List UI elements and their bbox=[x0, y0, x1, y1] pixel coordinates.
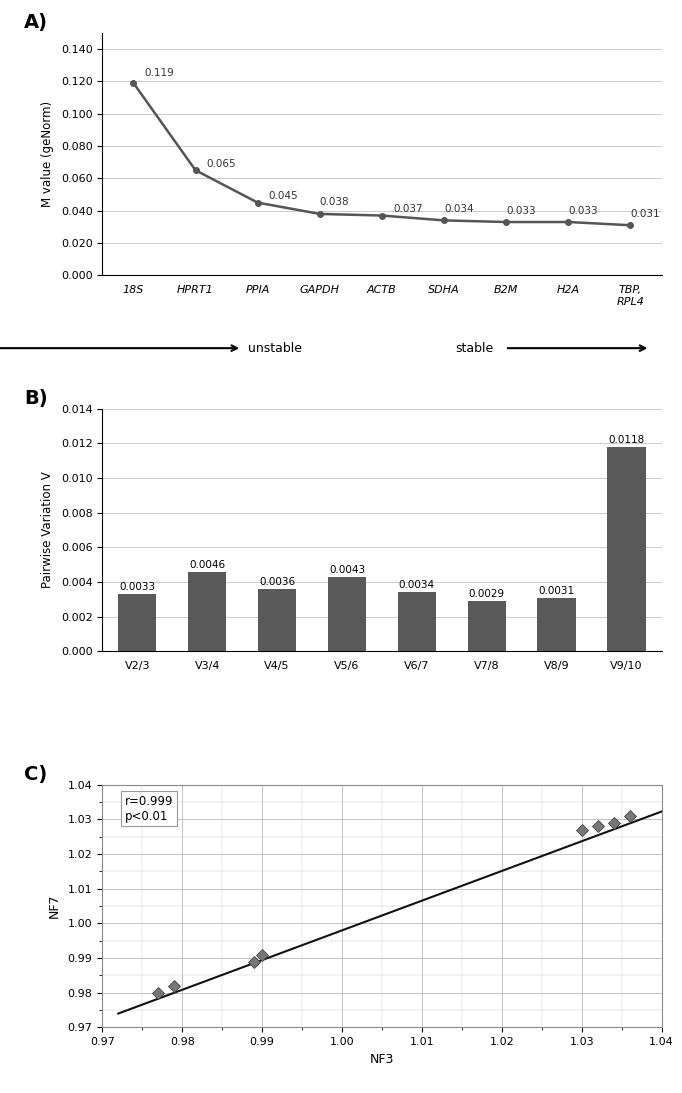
Text: 0.0036: 0.0036 bbox=[259, 577, 295, 587]
Text: unstable: unstable bbox=[248, 342, 301, 354]
Text: 0.0046: 0.0046 bbox=[189, 560, 225, 569]
Text: 0.0031: 0.0031 bbox=[539, 586, 575, 596]
Text: 0.0118: 0.0118 bbox=[608, 435, 644, 445]
Text: 0.0043: 0.0043 bbox=[329, 565, 365, 575]
X-axis label: NF3: NF3 bbox=[370, 1053, 394, 1066]
Text: 0.037: 0.037 bbox=[393, 204, 423, 214]
Text: r=0.999
p<0.01: r=0.999 p<0.01 bbox=[125, 795, 173, 823]
Bar bbox=[328, 577, 366, 651]
Text: 0.033: 0.033 bbox=[506, 205, 536, 215]
Bar bbox=[537, 598, 576, 651]
Text: 0.0033: 0.0033 bbox=[119, 583, 155, 592]
Text: 0.038: 0.038 bbox=[320, 198, 349, 208]
Y-axis label: Pairwise Variation V: Pairwise Variation V bbox=[41, 472, 54, 588]
Bar bbox=[398, 592, 436, 651]
Y-axis label: M value (geNorm): M value (geNorm) bbox=[41, 101, 54, 208]
Bar bbox=[188, 572, 226, 651]
Bar bbox=[468, 601, 506, 651]
Bar bbox=[118, 595, 156, 651]
Text: 0.031: 0.031 bbox=[630, 209, 660, 219]
Text: 0.034: 0.034 bbox=[444, 204, 474, 214]
Text: 0.065: 0.065 bbox=[207, 158, 237, 168]
Bar bbox=[608, 447, 646, 651]
Text: 0.033: 0.033 bbox=[568, 205, 598, 215]
Text: B): B) bbox=[24, 389, 48, 409]
Text: 0.119: 0.119 bbox=[145, 68, 175, 78]
Bar bbox=[258, 589, 296, 651]
Text: 0.0029: 0.0029 bbox=[469, 589, 505, 599]
Text: C): C) bbox=[24, 765, 47, 785]
Text: A): A) bbox=[24, 13, 48, 33]
Text: 0.0034: 0.0034 bbox=[399, 580, 435, 590]
Y-axis label: NF7: NF7 bbox=[48, 894, 61, 918]
Text: stable: stable bbox=[456, 342, 494, 354]
Text: 0.045: 0.045 bbox=[269, 191, 299, 201]
